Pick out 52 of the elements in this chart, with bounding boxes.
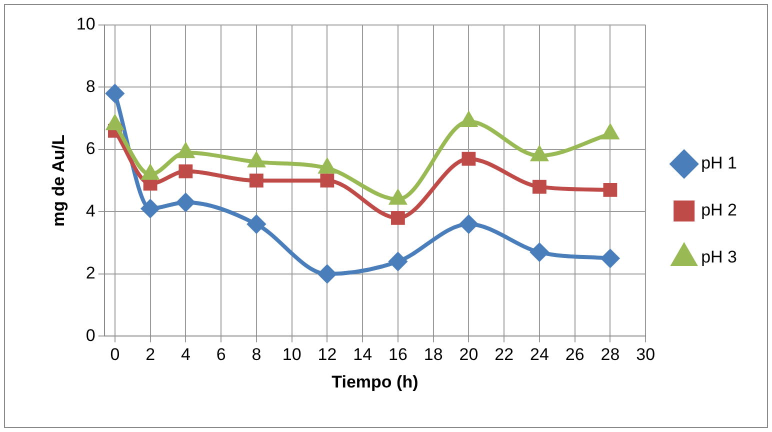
legend-label: pH 3 [701,248,738,267]
point [320,174,334,188]
point [531,146,548,162]
y-tick-label: 2 [86,264,96,283]
x-tick-label: 28 [600,345,620,364]
point [106,116,123,130]
point [460,112,477,127]
point [249,174,264,188]
x-tick-label: 6 [216,345,226,364]
x-tick-label: 12 [318,345,337,364]
point [176,193,195,212]
point [601,249,620,268]
y-axis-title: mg de Au/L [48,134,68,227]
x-tick-label: 20 [459,345,478,364]
x-tick-label: 22 [494,345,514,364]
y-tick-label: 0 [86,326,96,345]
point [532,180,546,194]
y-tick-label: 6 [86,139,96,158]
point [462,152,476,166]
point [318,264,336,283]
point [603,182,618,197]
point [390,210,405,225]
x-tick-label: 26 [565,345,584,364]
x-tick-label: 2 [146,345,156,364]
x-tick-label: 10 [282,345,302,364]
point [530,243,548,262]
point [602,124,618,140]
x-tick-label: 18 [424,345,443,364]
x-tick-label: 16 [388,345,408,364]
point [248,152,264,168]
legend-label: pH 1 [701,154,738,173]
x-tick-label: 30 [636,345,656,364]
y-tick-label: 4 [86,201,96,220]
x-tick-label: 8 [252,345,262,364]
point [390,190,406,205]
point [141,200,160,218]
point [460,215,478,234]
x-tick-label: 24 [530,345,549,364]
point [247,215,266,234]
point [142,165,158,180]
point [319,159,336,174]
point [178,144,194,158]
x-tick-label: 14 [353,345,372,364]
point [106,84,124,102]
x-tick-label: 0 [110,345,120,364]
point [178,164,193,178]
x-axis-title: Tiempo (h) [332,372,418,392]
y-tick-label: 8 [86,76,96,96]
point [388,252,407,271]
y-tick-label: 10 [76,14,96,34]
legend-label: pH 2 [701,200,738,220]
x-tick-label: 4 [180,345,190,364]
